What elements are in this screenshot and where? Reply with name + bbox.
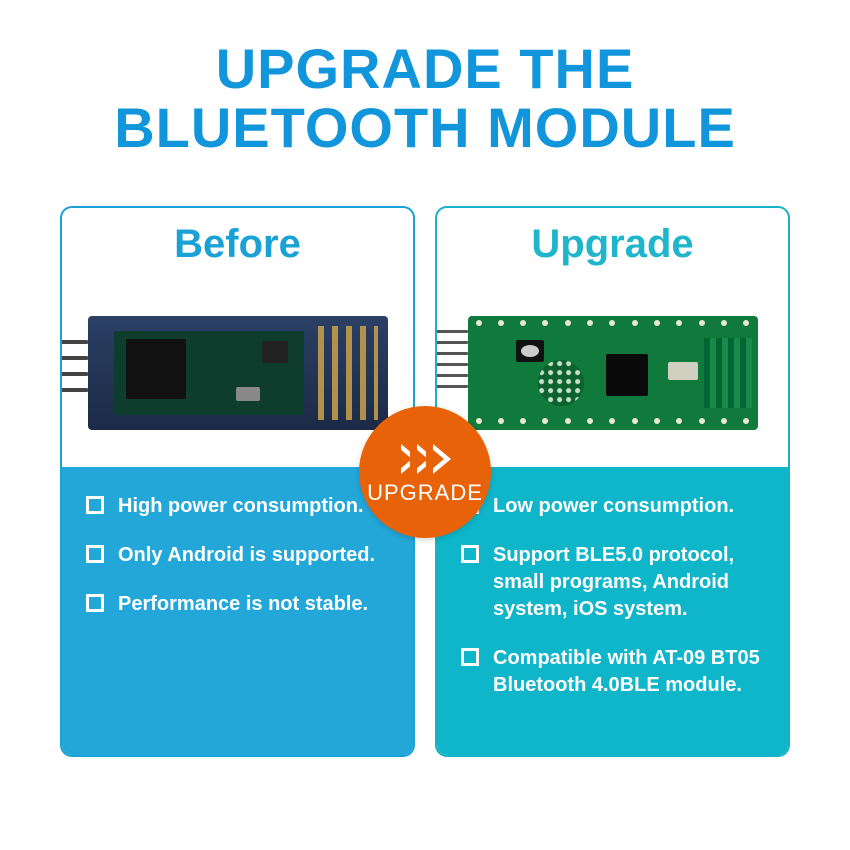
column-before-list: High power consumption. Only Android is … [62, 467, 413, 755]
list-item-text: Support BLE5.0 protocol, small programs,… [493, 542, 766, 623]
title-block: UPGRADE THE BLUETOOTH MODULE [60, 40, 790, 158]
column-upgrade-header: Upgrade [437, 208, 788, 279]
list-item-text: High power consumption. [118, 493, 364, 520]
module-upgrade-chip [606, 354, 648, 396]
column-before-header: Before [62, 208, 413, 279]
list-item: Compatible with AT-09 BT05 Bluetooth 4.0… [461, 645, 766, 699]
module-before-antenna [318, 326, 378, 420]
upgrade-badge: UPGRADE [359, 406, 491, 538]
title-line-1: UPGRADE THE [60, 40, 790, 99]
column-before-image [62, 279, 413, 467]
list-item: Low power consumption. [461, 493, 766, 520]
module-before-pins [60, 340, 88, 392]
module-upgrade-antenna [704, 338, 752, 408]
chevrons-icon [401, 444, 449, 474]
module-before-illustration [88, 316, 388, 430]
list-item-text: Performance is not stable. [118, 591, 368, 618]
bullet-icon [86, 594, 104, 612]
list-item: Only Android is supported. [86, 542, 391, 569]
module-upgrade-button [516, 340, 544, 362]
module-upgrade-osc [668, 362, 698, 380]
module-upgrade-dotfield [538, 360, 584, 406]
column-upgrade-list: Low power consumption. Support BLE5.0 pr… [437, 467, 788, 755]
infographic-root: UPGRADE THE BLUETOOTH MODULE Before [0, 0, 850, 850]
module-before-core [114, 331, 304, 415]
title-line-2: BLUETOOTH MODULE [60, 99, 790, 158]
list-item: High power consumption. [86, 493, 391, 520]
bullet-icon [86, 496, 104, 514]
module-upgrade-pads-bottom [476, 418, 750, 426]
column-upgrade-image [437, 279, 788, 467]
bullet-icon [461, 648, 479, 666]
list-item-text: Compatible with AT-09 BT05 Bluetooth 4.0… [493, 645, 766, 699]
bullet-icon [86, 545, 104, 563]
list-item-text: Low power consumption. [493, 493, 734, 520]
list-item: Performance is not stable. [86, 591, 391, 618]
compare-row: Before High power consumption. Only Andr… [60, 206, 790, 757]
list-item: Support BLE5.0 protocol, small programs,… [461, 542, 766, 623]
module-upgrade-pins [435, 330, 468, 388]
bullet-icon [461, 545, 479, 563]
module-upgrade-pads-top [476, 320, 750, 328]
upgrade-badge-label: UPGRADE [367, 480, 483, 506]
module-upgrade-illustration [468, 316, 758, 430]
list-item-text: Only Android is supported. [118, 542, 375, 569]
